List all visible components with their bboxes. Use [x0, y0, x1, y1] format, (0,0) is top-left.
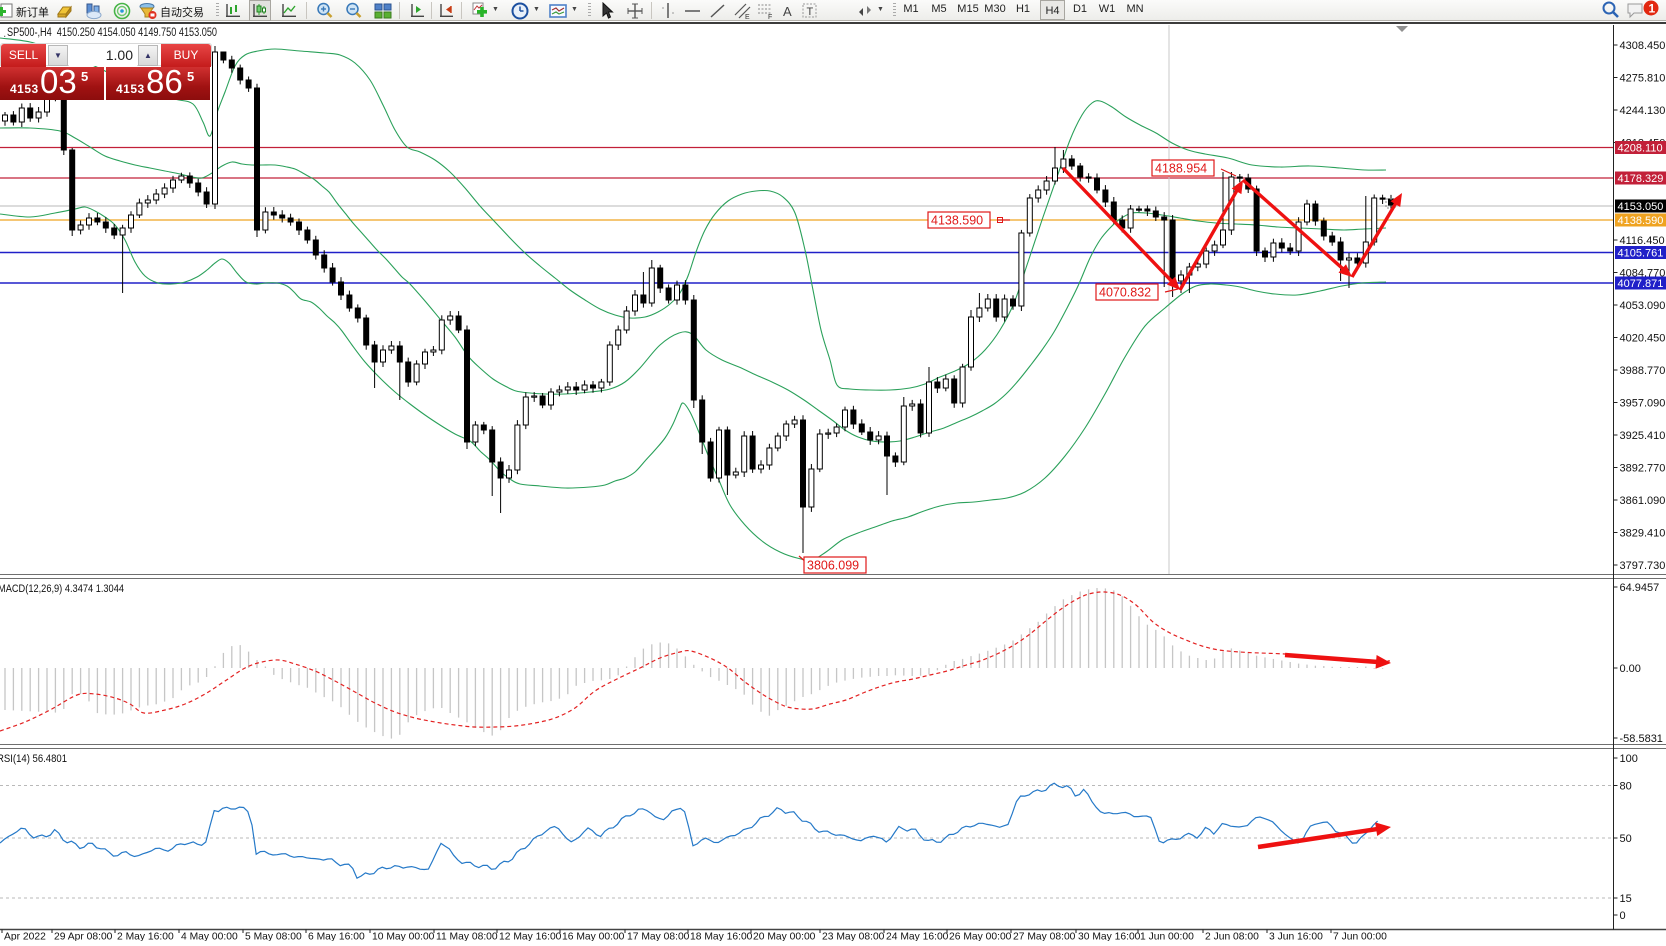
svg-text:7 Jun 00:00: 7 Jun 00:00 [1333, 932, 1387, 942]
svg-text:80: 80 [1620, 781, 1632, 793]
svg-text:4020.450: 4020.450 [1620, 333, 1666, 345]
svg-text:4070.832: 4070.832 [1099, 286, 1151, 300]
svg-text:3925.410: 3925.410 [1620, 430, 1666, 442]
svg-text:24 May 16:00: 24 May 16:00 [886, 932, 949, 942]
svg-text:Apr 2022: Apr 2022 [4, 932, 46, 942]
svg-text:4208.110: 4208.110 [1618, 143, 1663, 155]
svg-text:11 May 08:00: 11 May 08:00 [436, 932, 498, 942]
svg-text:3 Jun 16:00: 3 Jun 16:00 [1269, 932, 1323, 942]
svg-text:3806.099: 3806.099 [807, 559, 859, 573]
svg-text:T: T [807, 6, 814, 18]
svg-text:4275.810: 4275.810 [1620, 73, 1666, 85]
svg-text:4188.954: 4188.954 [1155, 162, 1207, 176]
svg-text:3829.410: 3829.410 [1620, 528, 1666, 540]
svg-text:E: E [745, 14, 750, 20]
svg-text:64.9457: 64.9457 [1620, 582, 1660, 594]
svg-text:4138.590: 4138.590 [931, 214, 983, 228]
svg-text:100: 100 [1620, 753, 1638, 765]
svg-text:-58.5831: -58.5831 [1620, 733, 1663, 745]
svg-text:4 May 00:00: 4 May 00:00 [181, 932, 238, 942]
svg-text:4244.130: 4244.130 [1620, 105, 1666, 117]
svg-text:4153.050: 4153.050 [1618, 201, 1664, 213]
svg-text:12 May 16:00: 12 May 16:00 [499, 932, 562, 942]
svg-text:3957.090: 3957.090 [1620, 398, 1666, 410]
svg-text:A: A [783, 4, 792, 19]
svg-text:29 Apr 08:00: 29 Apr 08:00 [54, 932, 113, 942]
svg-text:3797.730: 3797.730 [1620, 560, 1666, 572]
svg-text:16 May 00:00: 16 May 00:00 [562, 932, 625, 942]
svg-text:4116.450: 4116.450 [1620, 235, 1665, 247]
svg-text:2 May 16:00: 2 May 16:00 [117, 932, 174, 942]
svg-text:20 May 00:00: 20 May 00:00 [753, 932, 816, 942]
svg-text:3861.090: 3861.090 [1620, 495, 1666, 507]
svg-text:2 Jun 08:00: 2 Jun 08:00 [1205, 932, 1259, 942]
svg-text:6 May 16:00: 6 May 16:00 [308, 932, 365, 942]
svg-text:4308.450: 4308.450 [1620, 40, 1666, 52]
svg-text:4178.329: 4178.329 [1618, 173, 1664, 185]
svg-text:18 May 16:00: 18 May 16:00 [690, 932, 753, 942]
svg-text:MACD(12,26,9) 4.3474 1.3044: MACD(12,26,9) 4.3474 1.3044 [0, 583, 124, 595]
svg-text:1 Jun 00:00: 1 Jun 00:00 [1140, 932, 1194, 942]
svg-text:23 May 08:00: 23 May 08:00 [822, 932, 885, 942]
svg-text:26 May 00:00: 26 May 00:00 [949, 932, 1012, 942]
svg-text:0: 0 [1620, 910, 1626, 922]
svg-text:F: F [768, 14, 772, 20]
svg-text:30 May 16:00: 30 May 16:00 [1078, 932, 1141, 942]
svg-text:4053.090: 4053.090 [1620, 300, 1666, 312]
svg-text:27 May 08:00: 27 May 08:00 [1013, 932, 1076, 942]
svg-text:15: 15 [1620, 893, 1632, 905]
svg-text:3892.770: 3892.770 [1620, 463, 1666, 475]
svg-text:50: 50 [1620, 833, 1632, 845]
svg-text:1: 1 [1649, 2, 1656, 16]
svg-text:4138.590: 4138.590 [1618, 215, 1664, 227]
svg-text:RSI(14) 56.4801: RSI(14) 56.4801 [0, 753, 67, 765]
svg-text:17 May 08:00: 17 May 08:00 [627, 932, 690, 942]
svg-text:SP500-,H4 4150.250 4154.050 4: SP500-,H4 4150.250 4154.050 4149.750 415… [7, 27, 217, 39]
svg-text:0.00: 0.00 [1620, 663, 1641, 675]
svg-text:4077.871: 4077.871 [1618, 278, 1664, 290]
svg-text:5 May 08:00: 5 May 08:00 [245, 932, 302, 942]
svg-text:4105.761: 4105.761 [1618, 248, 1664, 260]
svg-text:3988.770: 3988.770 [1620, 365, 1666, 377]
svg-text:.: . [3, 26, 6, 40]
svg-text:10 May 00:00: 10 May 00:00 [372, 932, 435, 942]
